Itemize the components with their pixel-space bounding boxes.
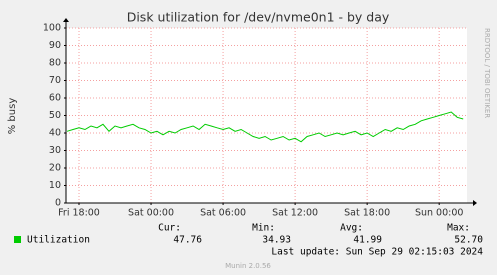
- x-tick-label: Sun 00:00: [415, 208, 463, 219]
- x-tick-label: Fri 18:00: [58, 208, 100, 219]
- y-tick-label: 60: [49, 93, 61, 104]
- y-axis-arrow: [63, 18, 69, 22]
- y-tick-label: 20: [49, 163, 61, 174]
- y-tick-label: 100: [43, 23, 61, 34]
- x-tick-label: Sat 12:00: [272, 208, 318, 219]
- legend-stat: 34.93: [262, 235, 291, 246]
- y-tick-label: 90: [49, 40, 61, 51]
- legend-header: Cur:: [158, 223, 181, 234]
- y-tick-label: 10: [49, 180, 61, 191]
- y-tick-label: 80: [49, 58, 61, 69]
- legend-header: Avg:: [340, 223, 363, 234]
- y-tick-label: 70: [49, 75, 61, 86]
- legend-stat: 52.70: [454, 235, 483, 246]
- legend-header: Min:: [252, 223, 275, 234]
- data-line: [66, 111, 464, 143]
- x-tick-label: Sat 06:00: [200, 208, 246, 219]
- y-axis-label: % busy: [7, 98, 18, 135]
- legend-stat: 47.76: [173, 235, 202, 246]
- y-tick-label: 30: [49, 145, 61, 156]
- footer: Munin 2.0.56: [225, 262, 271, 270]
- x-axis-arrow: [473, 200, 477, 206]
- chart-title: Disk utilization for /dev/nvme0n1 - by d…: [127, 10, 390, 25]
- legend-label: Utilization: [27, 235, 90, 246]
- legend-header: Max:: [447, 223, 470, 234]
- x-tick-label: Sat 00:00: [128, 208, 174, 219]
- x-tick-label: Sat 18:00: [344, 208, 390, 219]
- legend-swatch: [14, 236, 21, 243]
- y-tick-label: 50: [49, 110, 61, 121]
- side-text: RRDTOOL / TOBI OETIKER: [483, 28, 491, 118]
- y-tick-label: 40: [49, 128, 61, 139]
- y-tick-label: 0: [55, 198, 61, 209]
- legend-stat: 41.99: [353, 235, 382, 246]
- last-update: Last update: Sun Sep 29 02:15:03 2024: [271, 247, 483, 258]
